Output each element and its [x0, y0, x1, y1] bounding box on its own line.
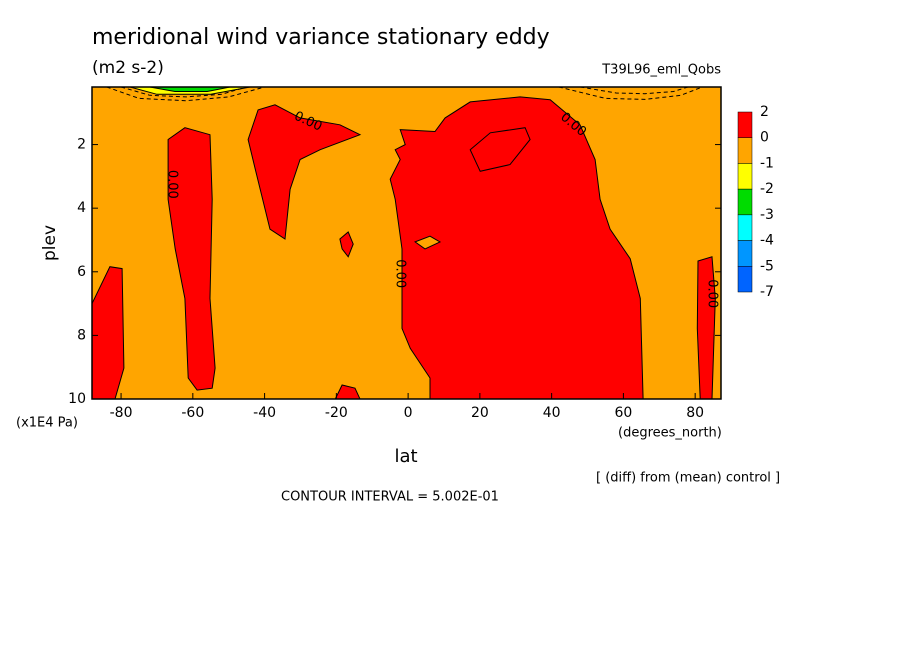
colorbar-box [737, 137, 753, 164]
x-tick-label: -60 [181, 405, 204, 421]
x-tick-label: 20 [471, 405, 489, 421]
contour-region [92, 266, 125, 399]
dashed-contour [558, 87, 703, 100]
contour-region [469, 127, 531, 172]
note: [ (diff) from (mean) control ] [596, 471, 780, 486]
plot-frame [91, 86, 722, 400]
x-tick-label: 80 [686, 405, 704, 421]
contour-region [389, 96, 644, 399]
plot-area: 0.00 0.000.000.000.00 [92, 87, 721, 399]
dashed-contour [120, 87, 247, 98]
colorbar-label: -7 [760, 284, 774, 300]
x-tick-label: -20 [325, 405, 348, 421]
colorbar-box [737, 266, 753, 293]
colorbar-box [737, 214, 753, 241]
colorbar-label: -3 [760, 207, 774, 223]
x-tick-label: -40 [253, 405, 276, 421]
contour-region [149, 87, 231, 92]
contour-region [167, 127, 216, 391]
y-tick-label: 6 [77, 264, 86, 280]
colorbar-box [737, 188, 753, 216]
x-axis-unit: (degrees_north) [618, 426, 722, 441]
x-tick-label: 0 [404, 405, 413, 421]
contour-interval: CONTOUR INTERVAL = 5.002E-01 [281, 490, 499, 505]
colorbar-box [737, 111, 753, 138]
colorbar-label: -5 [760, 258, 774, 274]
y-tick-label: 2 [77, 137, 86, 153]
contour-region [696, 256, 716, 399]
colorbar-label: -1 [760, 155, 774, 171]
x-tick-label: -80 [110, 405, 133, 421]
run-label: T39L96_eml_Qobs [601, 63, 721, 78]
chart-title: meridional wind variance stationary eddy [92, 25, 550, 50]
contour-region [247, 104, 362, 240]
colorbar-label: -4 [760, 233, 774, 249]
colorbar-label: 2 [760, 104, 769, 120]
contour-label: 0.00 [393, 259, 408, 288]
colorbar-box [737, 240, 753, 267]
colorbar-box [737, 163, 753, 190]
y-tick-label: 4 [77, 200, 86, 216]
chart-subtitle: (m2 s-2) [92, 58, 164, 78]
y-tick-label: 10 [68, 391, 86, 407]
colorbar-label: 0 [760, 130, 769, 146]
dashed-contour [580, 87, 689, 95]
contour-label: 0.00 [165, 170, 180, 199]
contour-region [334, 384, 361, 399]
x-tick-label: 60 [614, 405, 632, 421]
colorbar-label: -2 [760, 181, 774, 197]
contour-label: 0.00 [705, 279, 720, 308]
x-tick-label: 40 [543, 405, 561, 421]
contour-region [414, 235, 442, 250]
y-axis-unit: (x1E4 Pa) [16, 416, 78, 431]
x-axis-label: lat [394, 446, 417, 467]
y-axis-label: plev [40, 225, 60, 261]
dashed-contour [106, 87, 265, 102]
contour-region [339, 231, 354, 258]
y-tick-label: 8 [77, 327, 86, 343]
